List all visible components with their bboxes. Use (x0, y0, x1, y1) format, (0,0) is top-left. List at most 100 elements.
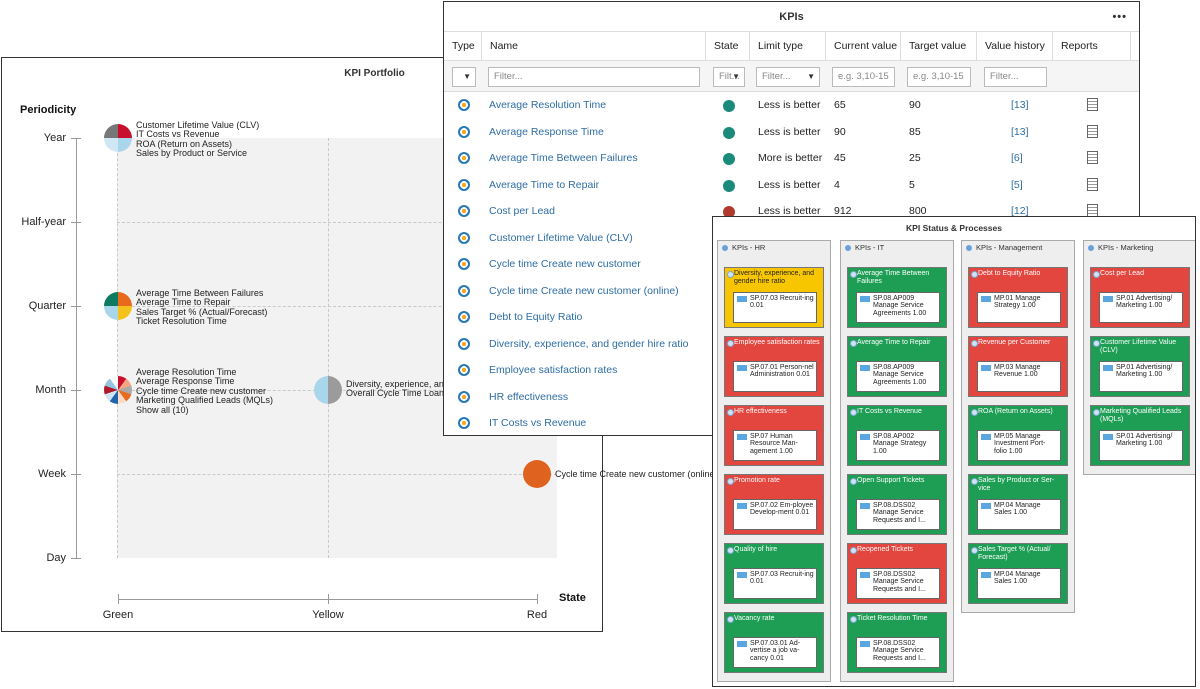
process-box[interactable]: SP.08.AP009 Manage Service Agreements 1.… (856, 292, 940, 323)
kpi-name-link[interactable]: Cycle time Create new customer (489, 258, 641, 270)
process-box[interactable]: SP.07.03 Recruit-ing 0.01 (733, 568, 817, 599)
kpi-name-link[interactable]: Diversity, experience, and gender hire r… (489, 337, 689, 350)
kpi-name-link[interactable]: Employee satisfaction rates (489, 364, 618, 376)
table-row[interactable]: Employee satisfaction rates (444, 357, 1139, 384)
value-history-link[interactable]: [13] (1011, 125, 1029, 138)
kpi-card[interactable]: Ticket Resolution Time SP.08.DSS02 Manage… (847, 612, 947, 673)
table-row[interactable]: Cycle time Create new customer (444, 251, 1139, 278)
kpi-name-link[interactable]: Customer Lifetime Value (CLV) (489, 231, 633, 244)
bubble-month-yellow[interactable] (314, 376, 342, 404)
table-row[interactable]: Average Time Between Failures More is bet… (444, 145, 1139, 172)
kpi-card[interactable]: Sales by Product or Ser-vice MP.04 Manage… (968, 474, 1068, 535)
kpi-name-link[interactable]: IT Costs vs Revenue (489, 417, 587, 429)
col-header-reports[interactable]: Reports (1053, 32, 1131, 60)
kpi-name-link[interactable]: Average Resolution Time (489, 99, 607, 111)
table-row[interactable]: Average Time to Repair Less is better 4 5 [5… (444, 172, 1139, 199)
kpi-card[interactable]: Sales Target % (Actual/ Forecast) MP.04 M… (968, 543, 1068, 604)
process-box[interactable]: SP.07.03.01 Ad-vertise a job va-cancy 0.… (733, 637, 817, 668)
table-row[interactable]: Customer Lifetime Value (CLV) (444, 225, 1139, 252)
bubble-year-green[interactable] (104, 124, 132, 152)
bubble-label: Ticket Resolution Time (136, 316, 227, 327)
process-box[interactable]: MP.05 Manage Investment Port-folio 1.00 (977, 430, 1061, 461)
table-row[interactable]: Diversity, experience, and gender hire r… (444, 331, 1139, 358)
process-box[interactable]: SP.07 Human Resource Man-agement 1.00 (733, 430, 817, 461)
col-header-state[interactable]: State (706, 32, 750, 60)
report-icon[interactable] (1087, 124, 1098, 138)
kpi-card[interactable]: Open Support Tickets SP.08.DSS02 Manage S… (847, 474, 947, 535)
target-value-filter-input[interactable]: e.g. 3,10-15 (907, 67, 971, 87)
process-box[interactable]: MP.01 Manage Strategy 1.00 (977, 292, 1061, 323)
kpi-card[interactable]: Customer Lifetime Value (CLV) SP.01 Adver… (1090, 336, 1190, 397)
table-row[interactable]: Average Resolution Time Less is better 65 9… (444, 92, 1139, 119)
kpi-card[interactable]: Promotion rate SP.07.02 Em-ployee Develop… (724, 474, 824, 535)
table-row[interactable]: Cycle time Create new customer (online) (444, 278, 1139, 305)
kpi-card[interactable]: Debt to Equity Ratio MP.01 Manage Strateg… (968, 267, 1068, 328)
bubble-week-red[interactable] (523, 460, 551, 488)
process-box[interactable]: SP.08.AP009 Manage Service Agreements 1.… (856, 361, 940, 392)
kpi-card[interactable]: Average Time Between Failures SP.08.AP009… (847, 267, 947, 328)
col-header-current-value[interactable]: Current value (826, 32, 901, 60)
process-box[interactable]: MP.04 Manage Sales 1.00 (977, 499, 1061, 530)
kpi-name-link[interactable]: Cycle time Create new customer (online) (489, 284, 679, 297)
bubble-month-green[interactable] (104, 376, 132, 404)
kpi-name-link[interactable]: HR effectiveness (489, 390, 569, 403)
show-all-link[interactable]: Show all (10) (136, 404, 189, 415)
table-row[interactable]: IT Costs vs Revenue (444, 410, 1139, 435)
report-icon[interactable] (1087, 151, 1098, 164)
current-value-filter-input[interactable]: e.g. 3,10-15 (832, 67, 895, 87)
bubble-quarter-green[interactable] (104, 292, 132, 320)
kpi-card[interactable]: Average Time to Repair SP.08.AP009 Manage… (847, 336, 947, 397)
col-header-name[interactable]: Name (482, 32, 706, 60)
kpi-card[interactable]: Diversity, experience, and gender hire r… (724, 267, 824, 328)
process-box[interactable]: SP.07.02 Em-ployee Develop-ment 0.01 (733, 499, 817, 530)
process-box[interactable]: MP.03 Manage Revenue 1.00 (977, 361, 1061, 392)
kpi-card[interactable]: Marketing Qualified Leads (MQLs) SP.01 Ad… (1090, 405, 1190, 466)
state-filter-select[interactable]: Filt... (713, 67, 745, 87)
process-box[interactable]: SP.01 Advertising/ Marketing 1.00 (1099, 292, 1183, 323)
table-row[interactable]: Average Response Time Less is better 90 85 [… (444, 119, 1139, 146)
process-box[interactable]: SP.01 Advertising/ Marketing 1.00 (1099, 361, 1183, 392)
kpi-card[interactable]: Cost per Lead SP.01 Advertising/ Marketin… (1090, 267, 1190, 328)
kpi-card[interactable]: Revenue per Customer MP.03 Manage Revenue… (968, 336, 1068, 397)
kpi-name-link[interactable]: Average Time to Repair (489, 178, 600, 191)
value-history-link[interactable]: [5] (1011, 178, 1023, 191)
process-box[interactable]: SP.08.DSS02 Manage Service Requests and … (856, 637, 940, 668)
kpi-card[interactable]: Vacancy rate SP.07.03.01 Ad-vertise a job… (724, 612, 824, 673)
report-icon[interactable] (1087, 98, 1098, 111)
y-tick (71, 222, 81, 223)
value-history-link[interactable]: [6] (1011, 152, 1023, 164)
process-box[interactable]: SP.08.AP002 Manage Strategy 1.00 (856, 430, 940, 461)
type-filter-select[interactable] (452, 67, 476, 87)
table-row[interactable]: Cost per Lead Less is better 912 800 [12] (444, 198, 1139, 225)
kpi-card[interactable]: Quality of hire SP.07.03 Recruit-ing 0.01 (724, 543, 824, 604)
process-box[interactable]: SP.08.DSS02 Manage Service Requests and … (856, 568, 940, 599)
process-box[interactable]: SP.07.03 Recruit-ing 0.01 (733, 292, 817, 323)
col-header-limit-type[interactable]: Limit type (750, 32, 826, 60)
col-header-type[interactable]: Type (444, 32, 482, 60)
name-filter-input[interactable]: Filter... (488, 67, 700, 87)
process-box[interactable]: SP.08.DSS02 Manage Service Requests and … (856, 499, 940, 530)
value-history-link[interactable]: [13] (1011, 99, 1029, 111)
table-row[interactable]: HR effectiveness (444, 384, 1139, 411)
kpi-card[interactable]: Employee satisfaction rates SP.07.01 Pers… (724, 336, 824, 397)
value-history-filter-input[interactable]: Filter... (984, 67, 1047, 87)
table-row[interactable]: Debt to Equity Ratio (444, 304, 1139, 331)
kpi-card[interactable]: Reopened Tickets SP.08.DSS02 Manage Servi… (847, 543, 947, 604)
report-icon[interactable] (1087, 177, 1098, 191)
col-header-target-value[interactable]: Target value (901, 32, 977, 60)
kpi-name-link[interactable]: Average Response Time (489, 125, 604, 138)
more-options-icon[interactable]: ••• (1112, 11, 1127, 23)
col-header-value-history[interactable]: Value history (977, 32, 1053, 60)
kpi-name-link[interactable]: Average Time Between Failures (489, 152, 638, 164)
process-box[interactable]: SP.01 Advertising/ Marketing 1.00 (1099, 430, 1183, 461)
kpi-card[interactable]: IT Costs vs Revenue SP.08.AP002 Manage St… (847, 405, 947, 466)
limit-filter-select[interactable]: Filter... (756, 67, 820, 87)
kpi-name-link[interactable]: Debt to Equity Ratio (489, 311, 583, 323)
kpi-type-icon (458, 152, 470, 164)
kpi-name-link[interactable]: Cost per Lead (489, 205, 555, 217)
process-box[interactable]: MP.04 Manage Sales 1.00 (977, 568, 1061, 599)
value-history-link[interactable]: [12] (1011, 205, 1029, 217)
kpi-card[interactable]: ROA (Return on Assets) MP.05 Manage Inves… (968, 405, 1068, 466)
kpi-card[interactable]: HR effectiveness SP.07 Human Resource Man… (724, 405, 824, 466)
process-box[interactable]: SP.07.01 Person-nel Administration 0.01 (733, 361, 817, 392)
